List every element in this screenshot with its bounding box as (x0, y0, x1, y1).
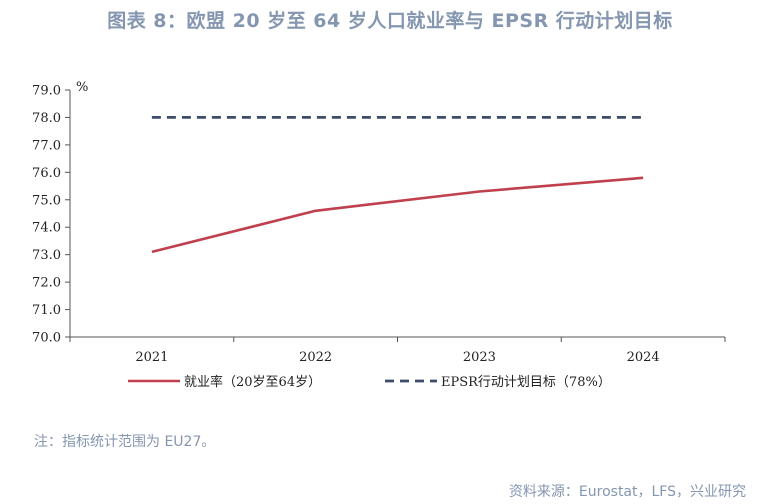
footnote: 注：指标统计范围为 EU27。 (34, 434, 216, 450)
axes: 70.0 71.0 72.0 73.0 74.0 75.0 76.0 77.0 78.0 79.0… (32, 80, 726, 365)
y-tick-label: 76.0 (32, 166, 61, 181)
x-tick-label: 2021 (135, 350, 168, 365)
legend-label-1: 就业率（20岁至64岁） (184, 374, 321, 390)
line-chart: 70.0 71.0 72.0 73.0 74.0 75.0 76.0 77.0 78.0 79.0… (32, 80, 726, 390)
y-tick-label: 77.0 (32, 138, 61, 153)
y-tick-label: 72.0 (32, 276, 61, 291)
x-tick-label: 2024 (627, 350, 660, 365)
source-note: 资料来源：Eurostat，LFS，兴业研究 (508, 484, 746, 500)
series-line-1 (151, 176, 644, 254)
y-tick-label: 74.0 (32, 221, 61, 236)
x-tick-label: 2023 (463, 350, 496, 365)
y-tick-label: 71.0 (32, 303, 61, 318)
y-tick-label: 73.0 (32, 248, 61, 263)
y-tick-label: 70.0 (32, 331, 61, 346)
y-tick-label: 75.0 (32, 193, 61, 208)
chart-title: 图表 8：欧盟 20 岁至 64 岁人口就业率与 EPSR 行动计划目标 (107, 10, 673, 32)
y-unit-label: % (76, 80, 88, 95)
x-tick-label: 2022 (299, 350, 332, 365)
series-group (151, 116, 644, 254)
y-tick-label: 79.0 (32, 84, 61, 99)
legend-label-2: EPSR行动计划目标（78%） (441, 375, 611, 390)
y-tick-label: 78.0 (32, 111, 61, 126)
legend: 就业率（20岁至64岁） EPSR行动计划目标（78%） (128, 374, 611, 390)
